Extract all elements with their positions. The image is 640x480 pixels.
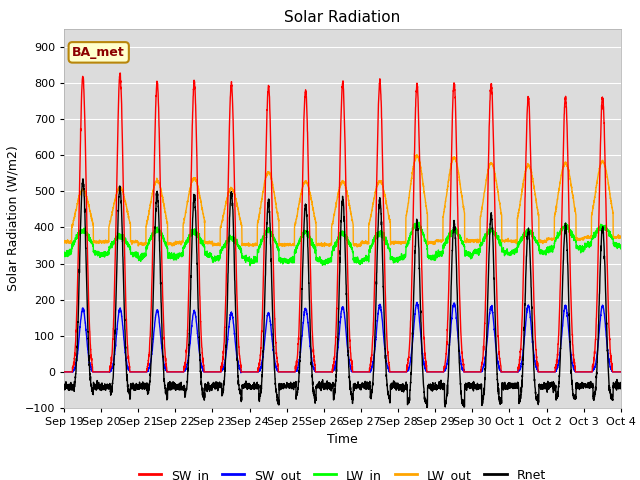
SW_in bbox=[322, 369, 330, 375]
LW_in bbox=[436, 252, 444, 258]
Rnet bbox=[468, 384, 476, 390]
LW_in bbox=[160, 238, 168, 243]
LW_in bbox=[616, 245, 624, 251]
SW_out bbox=[436, 369, 444, 375]
LW_out bbox=[468, 237, 476, 243]
SW_out bbox=[322, 369, 330, 375]
SW_out bbox=[60, 369, 68, 375]
LW_out bbox=[499, 238, 507, 243]
SW_in bbox=[161, 336, 168, 342]
SW_in bbox=[499, 369, 507, 375]
Rnet bbox=[617, 382, 625, 388]
SW_out bbox=[616, 369, 624, 375]
Title: Solar Radiation: Solar Radiation bbox=[284, 10, 401, 25]
X-axis label: Time: Time bbox=[327, 432, 358, 445]
Rnet bbox=[79, 176, 87, 182]
LW_in bbox=[468, 251, 476, 257]
SW_out bbox=[413, 300, 421, 305]
LW_out bbox=[353, 244, 361, 250]
SW_out bbox=[617, 369, 625, 375]
Rnet bbox=[436, 384, 444, 389]
LW_in bbox=[415, 219, 423, 225]
LW_out bbox=[616, 234, 624, 240]
LW_in bbox=[60, 249, 68, 255]
LW_out bbox=[322, 241, 330, 247]
SW_in bbox=[329, 369, 337, 375]
LW_in bbox=[246, 263, 254, 269]
SW_in bbox=[617, 369, 625, 375]
LW_out bbox=[160, 203, 168, 209]
SW_in bbox=[468, 369, 476, 375]
Line: LW_in: LW_in bbox=[64, 222, 621, 266]
SW_in bbox=[60, 369, 68, 375]
SW_out bbox=[468, 369, 476, 375]
SW_in bbox=[436, 369, 444, 375]
SW_out bbox=[160, 361, 168, 367]
Rnet bbox=[60, 384, 68, 389]
Y-axis label: Solar Radiation (W/m2): Solar Radiation (W/m2) bbox=[6, 145, 19, 291]
Rnet bbox=[423, 406, 431, 411]
LW_in bbox=[499, 246, 507, 252]
Legend: SW_in, SW_out, LW_in, LW_out, Rnet: SW_in, SW_out, LW_in, LW_out, Rnet bbox=[134, 464, 551, 480]
SW_out bbox=[237, 370, 244, 376]
Line: LW_out: LW_out bbox=[64, 155, 621, 247]
Rnet bbox=[499, 384, 507, 390]
Line: Rnet: Rnet bbox=[64, 179, 621, 408]
SW_in bbox=[616, 369, 624, 375]
Line: SW_in: SW_in bbox=[64, 73, 621, 372]
SW_in bbox=[116, 70, 124, 76]
Rnet bbox=[616, 384, 624, 390]
LW_out bbox=[436, 238, 444, 243]
LW_out bbox=[617, 235, 625, 241]
Rnet bbox=[322, 385, 330, 391]
Text: BA_met: BA_met bbox=[72, 46, 125, 59]
LW_in bbox=[617, 246, 625, 252]
LW_out bbox=[413, 152, 421, 158]
Rnet bbox=[161, 379, 168, 384]
SW_out bbox=[499, 369, 507, 375]
Line: SW_out: SW_out bbox=[64, 302, 621, 373]
LW_out bbox=[60, 240, 68, 246]
LW_in bbox=[322, 259, 330, 265]
